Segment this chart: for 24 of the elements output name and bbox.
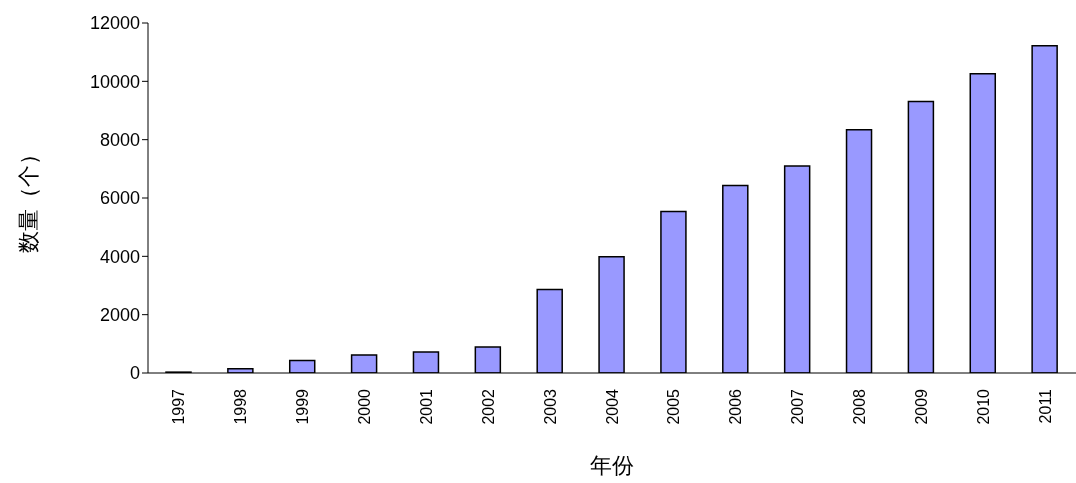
x-tick-label: 2005 — [665, 388, 683, 425]
y-tick-label: 12000 — [89, 13, 140, 34]
x-tick-label: 1998 — [232, 388, 250, 425]
x-tick-label: 2006 — [727, 388, 745, 425]
x-tick-label: 2004 — [603, 388, 621, 425]
x-tick-label: 2010 — [974, 388, 992, 425]
x-axis-title: 年份 — [590, 453, 634, 478]
x-tick-label: 2001 — [417, 388, 435, 425]
x-tick-label: 2000 — [356, 388, 374, 425]
x-tick-label: 2003 — [541, 388, 559, 425]
y-tick-label: 0 — [129, 363, 140, 384]
y-axis-title: 数量（个） — [15, 143, 41, 253]
x-tick-label: 2008 — [850, 388, 868, 425]
x-tick-label: 2007 — [789, 388, 807, 425]
y-tick-label: 10000 — [89, 71, 140, 92]
y-tick-label: 6000 — [99, 188, 140, 209]
x-tick-label: 2002 — [479, 388, 497, 425]
x-tick-label: 1997 — [170, 388, 188, 425]
x-tick-label: 1999 — [294, 388, 312, 425]
x-tick-label: 2011 — [1036, 388, 1054, 424]
y-tick-label: 8000 — [99, 130, 140, 151]
y-tick-label: 4000 — [99, 246, 140, 267]
x-tick-label: 2009 — [912, 388, 930, 425]
y-tick-label: 2000 — [99, 305, 140, 326]
